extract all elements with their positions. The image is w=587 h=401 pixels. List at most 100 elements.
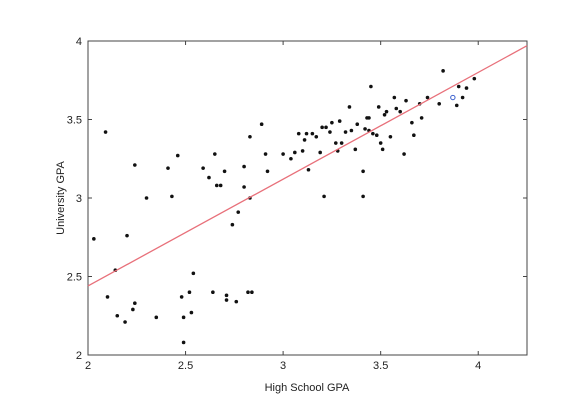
data-point <box>349 128 354 133</box>
data-point <box>355 122 360 127</box>
data-point <box>179 295 184 299</box>
data-point <box>263 152 268 156</box>
data-point <box>382 112 387 117</box>
data-point <box>419 116 424 120</box>
data-point <box>425 95 430 100</box>
data-point <box>369 84 373 89</box>
data-point <box>105 295 110 299</box>
data-point <box>347 105 352 109</box>
data-point <box>224 293 229 298</box>
data-point <box>214 183 219 188</box>
data-point <box>103 130 108 134</box>
data-point <box>384 109 389 114</box>
data-point <box>222 169 227 174</box>
data-point <box>398 109 402 114</box>
axis-ticks <box>87 40 527 356</box>
data-point <box>304 131 309 136</box>
data-point <box>410 120 414 125</box>
data-point <box>259 122 264 127</box>
data-point <box>454 103 459 108</box>
data-point <box>230 222 235 227</box>
data-point <box>133 163 137 167</box>
data-point <box>211 290 215 295</box>
data-point <box>378 141 383 145</box>
data-point <box>367 116 371 120</box>
data-point <box>343 130 348 134</box>
y-tick-label: 3.5 <box>67 115 82 127</box>
data-point <box>131 307 135 312</box>
data-point <box>437 102 442 106</box>
data-point <box>441 69 445 73</box>
data-point <box>242 164 246 169</box>
data-point <box>380 147 385 152</box>
data-point <box>460 95 465 100</box>
y-tick-label: 2 <box>76 350 82 362</box>
data-point <box>289 156 293 161</box>
data-point <box>300 149 305 153</box>
y-axis-label: University GPA <box>55 160 67 234</box>
data-point <box>337 119 342 123</box>
y-tick-label: 2.5 <box>67 272 82 284</box>
data-point <box>218 183 223 188</box>
data-point <box>371 131 375 136</box>
data-point <box>242 185 246 189</box>
data-point <box>376 105 381 109</box>
data-point <box>314 134 319 139</box>
data-point <box>166 166 170 170</box>
data-point <box>224 298 229 302</box>
data-point <box>181 340 186 345</box>
data-point <box>250 290 254 295</box>
data-point <box>361 169 365 174</box>
data-point <box>181 315 186 320</box>
data-point <box>296 131 301 136</box>
data-point <box>213 152 217 156</box>
data-point <box>328 130 332 134</box>
data-point <box>246 290 250 295</box>
data-point <box>201 166 205 170</box>
x-tick-label: 3 <box>280 360 286 372</box>
data-point <box>191 271 196 276</box>
x-tick-label: 2.5 <box>178 360 193 372</box>
data-point <box>133 301 137 305</box>
data-point <box>456 84 461 89</box>
data-point <box>402 152 406 156</box>
x-tick-labels: 2 2.5 3 3.5 4 <box>85 360 481 372</box>
plot-area-frame <box>87 40 528 356</box>
data-point <box>189 310 194 315</box>
data-point <box>207 175 211 180</box>
data-point <box>123 320 127 324</box>
data-point <box>281 152 285 156</box>
x-tick-label: 4 <box>475 360 481 372</box>
data-points <box>92 69 477 345</box>
data-point <box>144 196 149 200</box>
x-axis-label: High School GPA <box>265 382 350 394</box>
data-point <box>154 315 159 320</box>
data-point <box>170 194 174 199</box>
data-point <box>412 133 416 137</box>
data-point <box>175 153 180 158</box>
data-point <box>320 125 324 130</box>
data-point <box>361 194 365 199</box>
data-point <box>302 138 307 142</box>
data-point <box>115 313 120 318</box>
data-point <box>318 150 322 155</box>
data-point <box>236 210 241 214</box>
data-point <box>330 120 334 125</box>
data-point <box>306 167 311 172</box>
data-point <box>324 125 328 130</box>
data-point <box>322 194 326 199</box>
data-point <box>464 86 469 90</box>
data-point <box>394 106 399 111</box>
x-tick-label: 2 <box>85 360 91 372</box>
data-point <box>293 150 297 155</box>
data-point <box>125 233 129 238</box>
data-point <box>333 141 338 145</box>
x-tick-label: 3.5 <box>373 360 388 372</box>
data-point <box>404 98 408 103</box>
data-point <box>234 299 239 304</box>
data-point <box>363 127 367 131</box>
data-point <box>339 141 344 145</box>
y-tick-label: 4 <box>76 36 82 48</box>
data-point <box>265 169 270 174</box>
